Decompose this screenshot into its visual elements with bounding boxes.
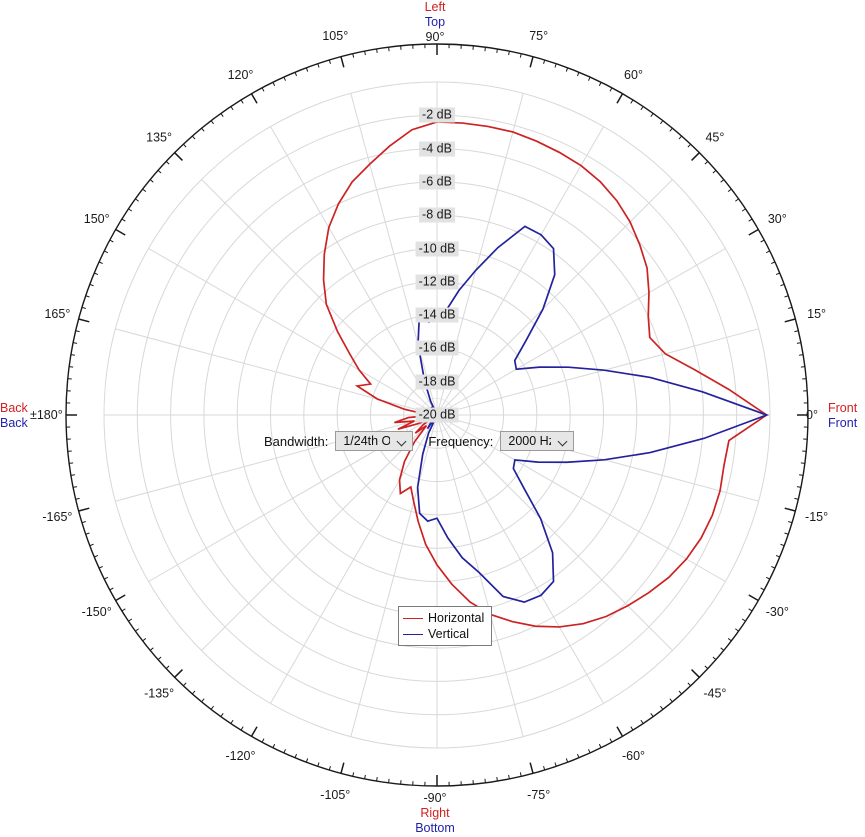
bandwidth-value: 1/24th Oct	[343, 434, 391, 448]
left-blue-label: Back	[0, 416, 28, 430]
angle-tick-label: -75°	[527, 788, 550, 802]
angle-tick-label: -150°	[82, 605, 112, 619]
angle-tick-label: -105°	[320, 788, 350, 802]
right-red-label: Front	[828, 401, 858, 415]
angle-tick-labels: 15° 30° 45° 60° 75° 105° 120° 135° 150° 165° -165°…	[42, 29, 828, 802]
polar-axis-ring	[65, 43, 809, 787]
angle-tick-label: 45°	[705, 131, 724, 145]
frequency-label: Frequency:	[428, 433, 494, 449]
legend-label-horizontal: Horizontal	[428, 611, 485, 625]
radial-tick-label: -4 dB	[419, 141, 455, 157]
chart-legend: Horizontal Vertical	[398, 606, 493, 646]
right-blue-label: Front	[828, 416, 858, 430]
legend-label-vertical: Vertical	[428, 627, 469, 641]
radial-tick-label: -18 dB	[415, 374, 459, 390]
legend-swatch-horizontal	[403, 617, 423, 619]
bottom-blue-label: Bottom	[415, 821, 455, 835]
top-angle-label: 90°	[425, 30, 445, 44]
angle-tick-label: -45°	[703, 686, 726, 700]
bandwidth-select[interactable]: 1/24th Oct	[335, 431, 414, 451]
radial-tick-label: -2 dB	[419, 107, 455, 123]
bandwidth-label: Bandwidth:	[264, 433, 329, 449]
bottom-angle-label: -90°	[423, 791, 447, 805]
angle-tick-label: -15°	[805, 510, 828, 524]
angle-tick-label: 30°	[768, 212, 787, 226]
angle-tick-label: 15°	[807, 307, 826, 321]
radial-tick-label: -8 dB	[419, 207, 455, 223]
left-red-label: Back	[0, 401, 28, 415]
left-angle-label: ±180°	[30, 408, 63, 422]
angle-tick-label: -135°	[144, 686, 174, 700]
legend-swatch-vertical	[403, 633, 423, 635]
right-angle-label: 0°	[806, 408, 818, 422]
top-red-label: Left	[424, 0, 446, 14]
angle-tick-label: -30°	[766, 605, 789, 619]
angle-tick-label: 105°	[322, 29, 348, 43]
angle-tick-label: 60°	[624, 68, 643, 82]
angle-tick-label: -60°	[622, 749, 645, 763]
radial-tick-label: -12 dB	[415, 274, 459, 290]
radial-tick-label: -20 dB	[415, 407, 459, 423]
angle-tick-label: -165°	[42, 510, 72, 524]
axis-label-top: Left Top 90°	[385, 0, 485, 45]
chevron-down-icon	[558, 436, 569, 447]
frequency-select[interactable]: 2000 Hz	[500, 431, 575, 451]
radial-tick-label: -16 dB	[415, 340, 459, 356]
legend-item-vertical: Vertical	[403, 626, 484, 642]
axis-label-bottom: -90° Right Bottom	[385, 791, 485, 836]
angle-tick-label: 75°	[529, 29, 548, 43]
angle-tick-label: -120°	[225, 749, 255, 763]
angle-tick-label: 165°	[44, 307, 70, 321]
radial-tick-label: -10 dB	[415, 241, 459, 256]
chart-controls: Bandwidth: 1/24th Oct Frequency: 2000 Hz	[264, 431, 575, 451]
angle-tick-label: 150°	[84, 212, 110, 226]
top-blue-label: Top	[424, 15, 446, 29]
legend-item-horizontal: Horizontal	[403, 610, 484, 626]
angle-tick-label: 135°	[146, 131, 172, 145]
radial-tick-label: -6 dB	[419, 174, 455, 190]
angle-tick-label: 120°	[228, 68, 254, 82]
radial-tick-label: -14 dB	[415, 307, 459, 323]
bottom-red-label: Right	[420, 806, 450, 820]
chevron-down-icon	[397, 436, 408, 447]
frequency-value: 2000 Hz	[508, 434, 552, 448]
